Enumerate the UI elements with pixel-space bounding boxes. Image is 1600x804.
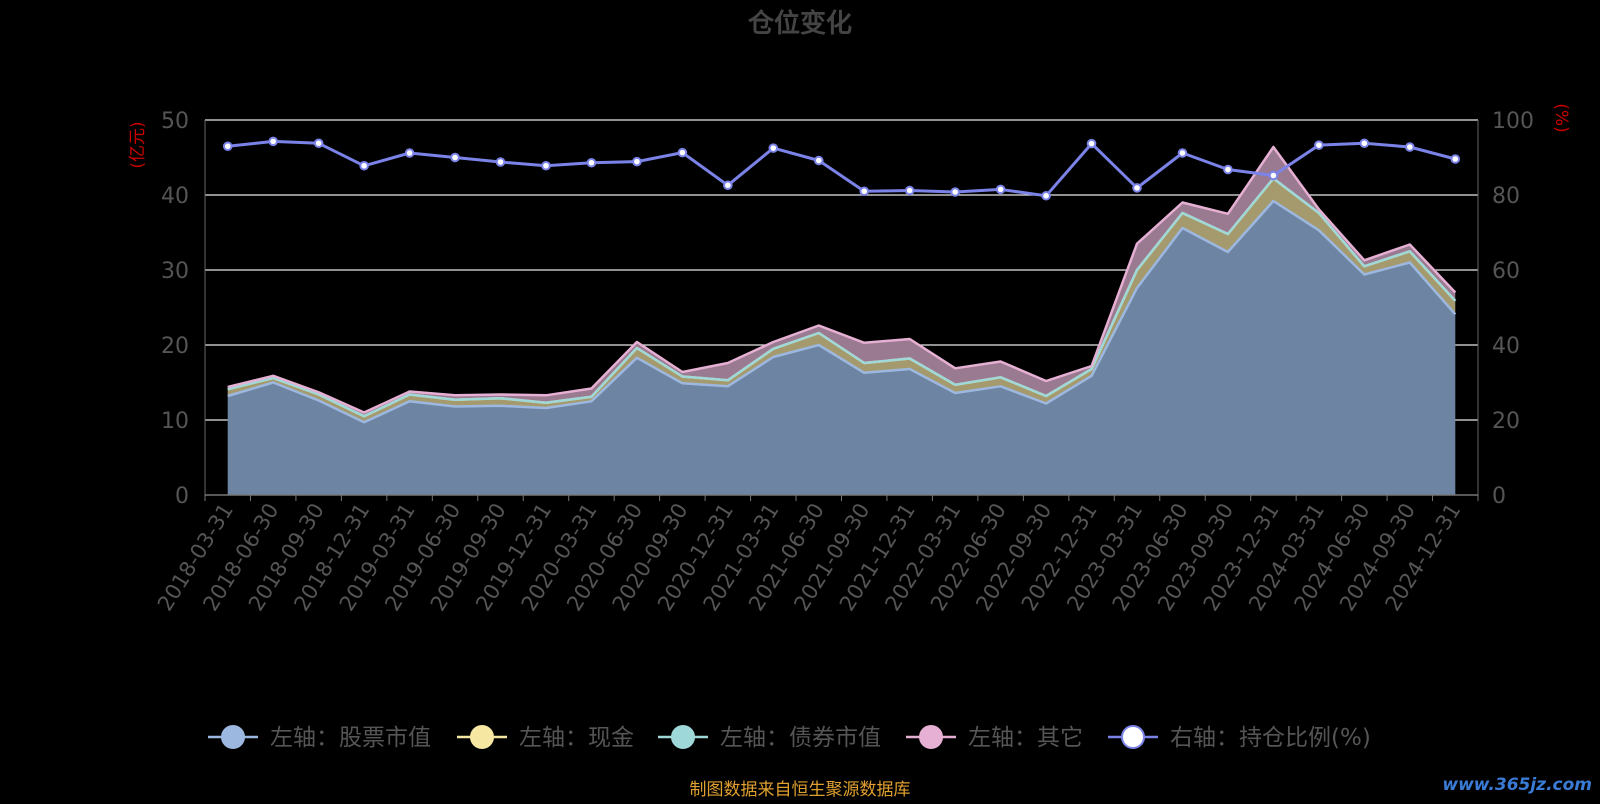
ratio-point <box>586 157 597 168</box>
legend-marker <box>470 725 494 749</box>
ratio-point <box>904 185 915 196</box>
legend-marker <box>221 725 245 749</box>
ratio-point <box>1086 138 1097 149</box>
left-tick-label: 10 <box>161 409 189 434</box>
series-lines <box>227 139 1457 424</box>
line-左轴：债券市值 <box>227 177 1457 418</box>
chart-title: 仓位变化 <box>747 8 852 39</box>
right-tick-label: 40 <box>1492 334 1520 359</box>
ratio-line <box>227 139 1456 198</box>
line-左轴：其它 <box>227 145 1457 414</box>
legend-label: 左轴：债券市值 <box>720 725 881 751</box>
right-axis-unit: (%) <box>1551 103 1571 132</box>
left-tick-label: 0 <box>175 484 189 509</box>
ratio-points <box>222 136 1461 201</box>
ratio-point <box>495 157 506 167</box>
legend-marker <box>919 725 943 749</box>
ratio-point <box>222 141 233 152</box>
right-tick-label: 80 <box>1492 184 1520 209</box>
right-tick-label: 0 <box>1492 484 1506 509</box>
watermark: www.365jz.com <box>1442 775 1592 795</box>
legend-item: 右轴：持仓比例(%) <box>1108 725 1371 751</box>
legend-label: 左轴：其它 <box>968 725 1083 751</box>
left-tick-label: 50 <box>161 109 189 134</box>
legend-item: 左轴：其它 <box>906 725 1083 751</box>
ratio-point <box>1314 140 1324 150</box>
ratio-point <box>1041 190 1051 201</box>
ratio-point <box>268 136 278 147</box>
legend: 左轴：股票市值 左轴：现金 左轴：债券市值 左轴：其它 右轴：持仓比例(%) <box>208 725 1371 751</box>
stacked-areas <box>227 147 1456 495</box>
ratio-point <box>541 160 551 171</box>
ratio-point <box>1132 183 1142 193</box>
ratio-point <box>1359 138 1370 149</box>
ratio-point <box>313 138 324 149</box>
ratio-point <box>768 143 779 153</box>
legend-item: 左轴：现金 <box>457 725 634 751</box>
ratio-point <box>632 156 642 167</box>
ratio-point <box>950 187 960 197</box>
ratio-point <box>1223 164 1233 175</box>
left-axis-unit: (亿元) <box>128 121 148 168</box>
legend-item: 左轴：股票市值 <box>208 725 431 751</box>
legend-label: 右轴：持仓比例(%) <box>1170 725 1371 751</box>
left-tick-label: 30 <box>161 259 189 284</box>
legend-marker <box>671 725 695 749</box>
ratio-point <box>995 184 1006 195</box>
ratio-point <box>859 186 870 197</box>
legend-label: 左轴：股票市值 <box>270 725 431 751</box>
data-source-note: 制图数据来自恒生聚源数据库 <box>690 780 911 800</box>
legend-label: 左轴：现金 <box>519 725 634 751</box>
ratio-point <box>359 160 369 171</box>
ratio-point <box>813 155 824 166</box>
legend-marker <box>1121 725 1145 749</box>
ratio-point <box>1450 154 1461 164</box>
left-tick-label: 20 <box>161 334 189 359</box>
line-左轴：股票市值 <box>227 199 1457 424</box>
ratio-point <box>677 147 688 158</box>
ratio-point <box>1405 142 1415 152</box>
ratio-point <box>1268 170 1279 181</box>
right-tick-label: 60 <box>1492 259 1520 284</box>
legend-item: 左轴：债券市值 <box>658 725 881 751</box>
ratio-point <box>1177 148 1188 158</box>
left-tick-label: 40 <box>161 184 189 209</box>
right-tick-label: 100 <box>1492 109 1534 134</box>
ratio-point <box>450 152 460 163</box>
ratio-point <box>723 180 733 191</box>
ratio-point <box>404 148 415 158</box>
right-tick-label: 20 <box>1492 409 1520 434</box>
